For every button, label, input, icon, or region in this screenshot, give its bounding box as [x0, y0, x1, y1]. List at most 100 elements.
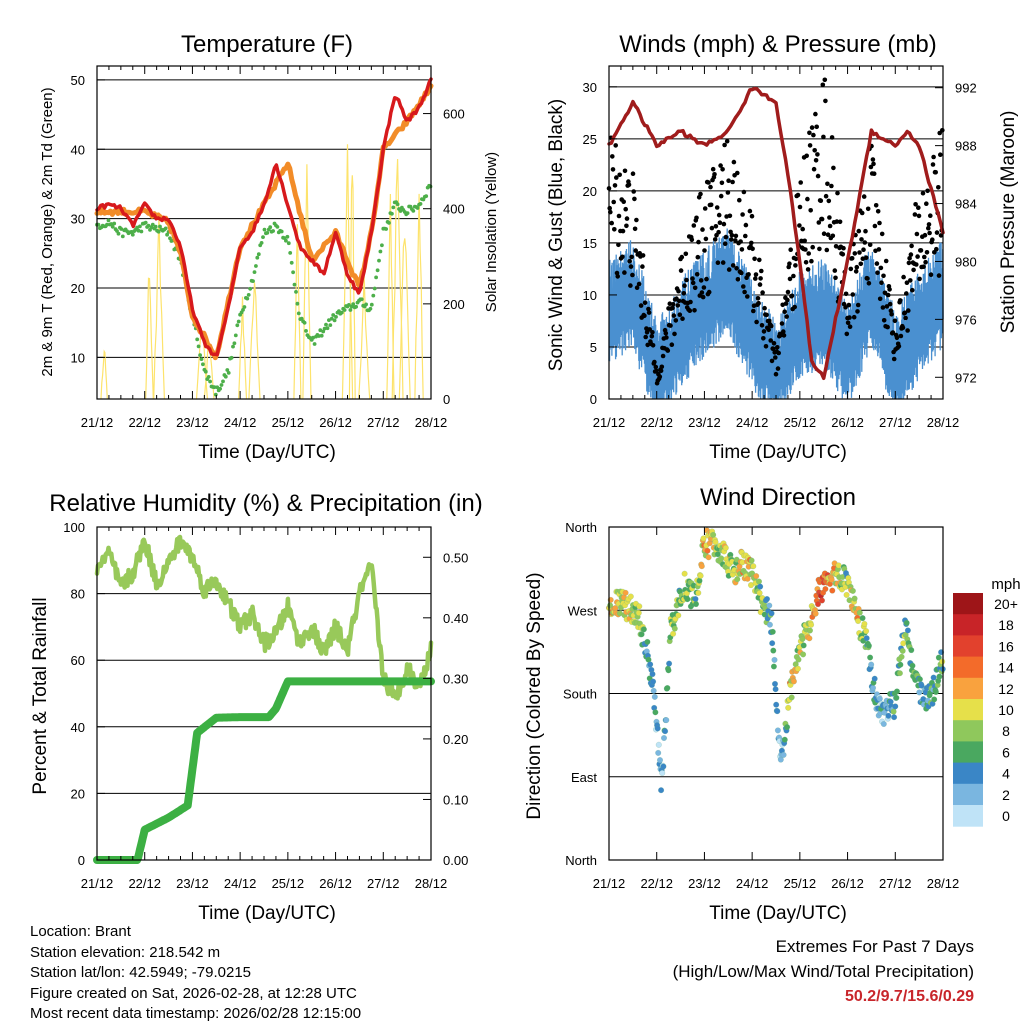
y2-tick-label: 400 — [443, 202, 465, 217]
y2-tick-label: 976 — [955, 312, 977, 327]
gust-point — [875, 270, 880, 276]
gust-point — [876, 247, 882, 252]
direction-point — [806, 635, 813, 642]
gust-point — [766, 327, 771, 333]
dewpoint-point — [372, 286, 377, 291]
gust-point — [640, 264, 645, 269]
y-tick-label: 5 — [590, 340, 597, 355]
gust-point — [934, 246, 939, 252]
gust-point — [709, 225, 715, 231]
extremes-values: 50.2/9.7/15.6/0.29 — [845, 988, 974, 1005]
direction-point — [661, 735, 667, 741]
gust-point — [863, 228, 868, 234]
direction-point — [898, 653, 905, 660]
gust-point — [813, 111, 818, 117]
gust-point — [702, 248, 707, 253]
direction-xlabel: Time (Day/UTC) — [709, 903, 847, 924]
dewpoint-point — [302, 320, 307, 325]
dewpoint-point — [328, 323, 333, 327]
direction-point — [822, 586, 829, 592]
gust-point — [633, 248, 638, 253]
gust-point — [789, 293, 795, 299]
gust-point — [653, 364, 659, 370]
gust-point — [879, 280, 884, 286]
dewpoint-point — [279, 229, 284, 234]
gust-point — [911, 267, 916, 273]
direction-point — [692, 596, 699, 602]
gust-point — [816, 220, 822, 225]
gust-point — [730, 263, 736, 268]
dewpoint-point — [198, 353, 203, 357]
gust-point — [694, 272, 700, 277]
gust-point — [626, 182, 632, 188]
gust-point — [898, 333, 904, 339]
direction-point — [772, 686, 779, 693]
humidity-ylabel-left: Percent & Total Rainfall — [30, 597, 51, 794]
gust-point — [775, 345, 780, 350]
gust-point — [921, 264, 926, 270]
y2-tick-label: 980 — [955, 254, 977, 269]
dewpoint-point — [206, 375, 211, 379]
direction-point — [918, 682, 925, 689]
gust-point — [936, 185, 941, 190]
direction-point — [881, 709, 888, 716]
x-tick-label: 26/12 — [319, 876, 352, 891]
info-location: Location: Brant — [30, 923, 131, 940]
gust-point — [733, 233, 739, 239]
gust-point — [823, 193, 829, 199]
gust-point — [692, 308, 697, 313]
direction-point — [909, 662, 916, 669]
gust-point — [782, 309, 787, 315]
direction-point — [867, 654, 873, 661]
direction-point — [655, 750, 662, 756]
pressure-line — [607, 86, 945, 381]
direction-point — [905, 627, 911, 634]
x-tick-label: 23/12 — [688, 876, 721, 891]
gust-point — [620, 228, 626, 234]
gust-point — [753, 276, 758, 281]
direction-point — [734, 576, 741, 583]
dewpoint-point — [380, 243, 384, 248]
gust-point — [885, 292, 891, 298]
y-tick-label: 20 — [71, 281, 85, 296]
direction-point — [684, 596, 691, 603]
gust-point — [759, 323, 765, 328]
gust-point — [847, 315, 852, 320]
gust-point — [922, 232, 928, 238]
direction-point — [681, 570, 688, 577]
direction-point — [868, 661, 875, 668]
direction-point — [900, 640, 907, 647]
dewpoint-point — [369, 302, 374, 307]
gust-point — [690, 276, 695, 281]
x-tick-label: 21/12 — [593, 876, 626, 891]
legend-swatch — [953, 741, 983, 764]
gust-point — [914, 231, 920, 237]
gust-point — [811, 166, 817, 172]
gust-point — [840, 252, 846, 257]
plot-frame — [96, 526, 432, 861]
y2-tick-label: 0.50 — [443, 550, 468, 565]
dewpoint-point — [332, 318, 337, 323]
dewpoint-point — [354, 304, 358, 309]
gust-point — [738, 239, 743, 244]
gust-point — [627, 258, 632, 264]
gust-point — [632, 226, 638, 232]
dewpoint-point — [233, 333, 238, 338]
y-tick-label: 20 — [583, 184, 597, 199]
direction-title: Wind Direction — [700, 484, 856, 511]
gust-point — [833, 275, 838, 281]
gust-point — [743, 233, 748, 239]
gust-point — [825, 232, 831, 237]
gust-point — [849, 255, 855, 261]
gust-point — [717, 220, 723, 225]
direction-point — [800, 642, 807, 649]
dewpoint-point — [246, 293, 251, 297]
gust-point — [810, 244, 815, 250]
direction-point — [771, 663, 777, 670]
dewpoint-point — [136, 228, 141, 233]
direction-point — [658, 787, 664, 794]
dewpoint-point — [322, 326, 327, 331]
y-tick-label: 100 — [63, 520, 85, 535]
gust-point — [873, 203, 879, 208]
direction-point — [675, 612, 682, 619]
